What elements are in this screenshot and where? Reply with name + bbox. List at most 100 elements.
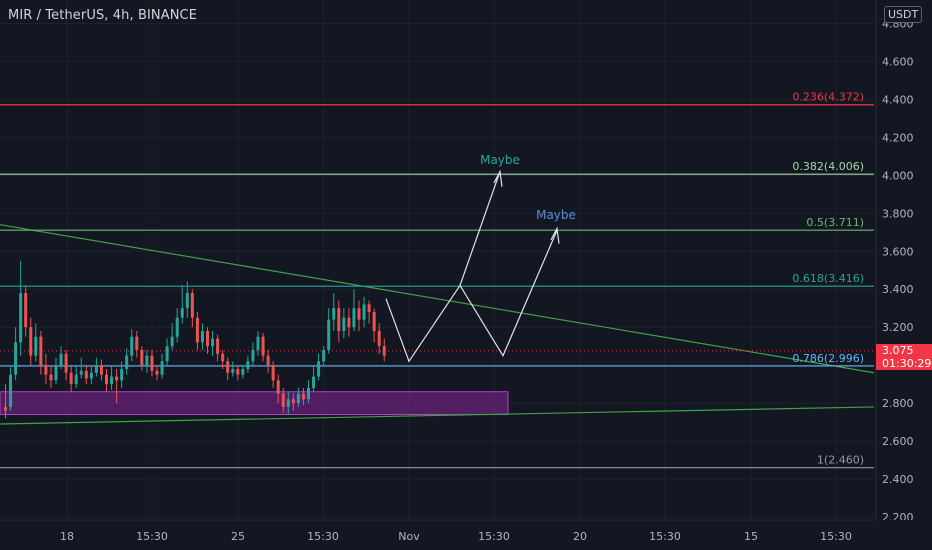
candle-body: [312, 376, 316, 388]
candle: [74, 365, 78, 388]
candle-body: [286, 399, 290, 407]
candle-body: [145, 355, 149, 366]
fib-label-0.5: 0.5(3.711): [806, 216, 864, 229]
candle: [327, 308, 331, 354]
candle-body: [79, 370, 83, 375]
candle: [19, 260, 23, 356]
candle-body: [29, 327, 33, 356]
candle-body: [357, 308, 361, 320]
y-tick-label: 3.600: [882, 245, 914, 258]
candle-body: [291, 399, 295, 404]
x-tick-label: 15:30: [307, 530, 339, 543]
candle: [59, 346, 63, 369]
candle-body: [317, 361, 321, 377]
candle-body: [195, 317, 199, 343]
x-tick-label: 25: [231, 530, 245, 543]
candle: [165, 338, 169, 366]
candle-body: [231, 368, 235, 373]
candle: [185, 281, 189, 318]
candle-body: [84, 370, 88, 379]
candle: [276, 374, 280, 404]
candle: [4, 384, 7, 419]
candle-body: [226, 361, 230, 373]
y-tick-label: 4.400: [882, 93, 914, 106]
candle: [251, 342, 255, 366]
candle: [24, 285, 28, 337]
candle: [160, 353, 164, 379]
candle-body: [110, 376, 114, 385]
candle: [49, 365, 53, 388]
candle-body: [120, 368, 124, 381]
candle-body: [221, 353, 225, 362]
y-tick-label: 3.400: [882, 283, 914, 296]
candle-body: [276, 380, 280, 394]
candle-body: [150, 355, 154, 371]
descending-trendline: [0, 224, 875, 374]
candle-body: [372, 312, 376, 331]
candle: [9, 367, 13, 411]
annotation-maybe-2: Maybe: [536, 208, 576, 222]
candle: [377, 323, 381, 354]
candle: [54, 357, 58, 385]
candle-body: [342, 317, 346, 331]
candle-body: [54, 365, 58, 381]
candle: [130, 329, 134, 362]
candle: [39, 330, 43, 375]
candle-body: [377, 330, 381, 347]
candle: [261, 332, 265, 362]
candle: [34, 323, 38, 362]
candle: [337, 300, 341, 343]
candle-body: [89, 372, 93, 379]
candle-body: [301, 393, 305, 400]
candle-body: [190, 293, 194, 318]
candle-body: [261, 336, 265, 356]
candle: [120, 361, 124, 388]
candle: [317, 353, 321, 381]
chart-title: MIR / TetherUS, 4h, BINANCE: [8, 8, 198, 23]
arrowhead-high: [493, 169, 503, 187]
candle-body: [135, 336, 139, 350]
x-tick-label: 15:30: [136, 530, 168, 543]
candle: [286, 391, 290, 415]
y-tick-label: 4.200: [882, 131, 914, 144]
y-tick-label: 2.800: [882, 397, 914, 410]
x-tick-label: Nov: [398, 530, 420, 543]
candle-body: [155, 370, 159, 375]
candle: [44, 353, 48, 385]
candle-body: [99, 365, 103, 375]
current-price-value: 3.075: [882, 343, 914, 357]
candle-body: [241, 368, 245, 375]
candle-body: [251, 349, 255, 362]
candle-body: [200, 330, 204, 343]
candle-body: [382, 346, 386, 356]
y-tick-label: 2.400: [882, 473, 914, 486]
candle: [322, 346, 326, 366]
candle: [94, 357, 98, 377]
candle: [135, 330, 139, 358]
candle-body: [352, 308, 356, 328]
candle-body: [140, 349, 144, 366]
candle: [372, 308, 376, 343]
y-tick-label: 4.600: [882, 55, 914, 68]
candle-body: [105, 374, 108, 385]
candle: [115, 368, 119, 404]
candle-body: [170, 336, 174, 347]
candle-body: [4, 406, 7, 411]
y-tick-label: 3.200: [882, 321, 914, 334]
candle: [195, 312, 199, 350]
candle-body: [19, 293, 23, 343]
candle-body: [49, 374, 53, 381]
candle-body: [115, 376, 119, 381]
candle-body: [9, 374, 13, 407]
candle: [84, 365, 88, 385]
candle-body: [44, 365, 48, 375]
candle: [99, 359, 103, 381]
fib-label-0.382: 0.382(4.006): [792, 160, 864, 173]
candle-body: [185, 293, 189, 309]
x-tick-label: 18: [60, 530, 74, 543]
candle-body: [211, 338, 215, 347]
currency-selector[interactable]: USDT: [884, 6, 923, 23]
candle-body: [130, 336, 134, 356]
